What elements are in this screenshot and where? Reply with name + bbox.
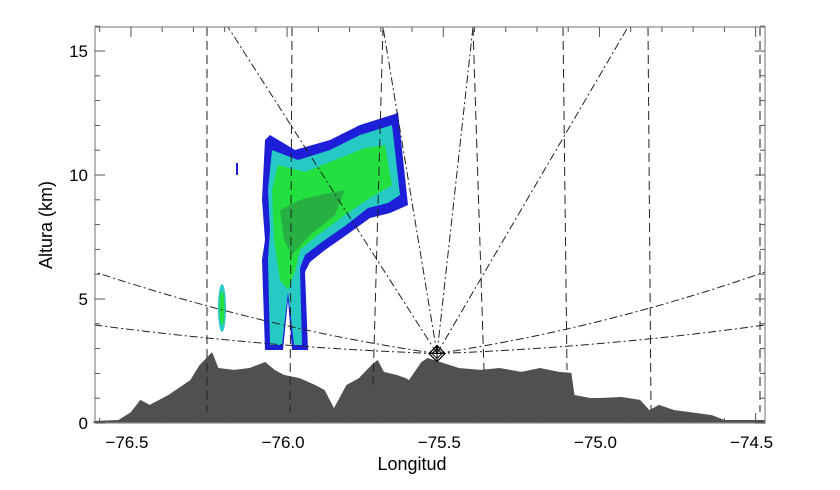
beam-elevation-arc <box>437 324 766 355</box>
y-axis-label: Altura (km) <box>36 181 56 269</box>
beam-elevation-arc <box>94 271 438 355</box>
beam-guide-lines <box>94 26 766 413</box>
range-ring-line <box>647 26 652 411</box>
reflectivity-echo <box>218 112 408 350</box>
beam-elevation-arc <box>94 324 438 355</box>
echo-fragment <box>236 163 238 175</box>
beam-ray <box>436 26 474 354</box>
y-tick-label: 10 <box>69 166 88 185</box>
y-tick-label: 5 <box>79 290 88 309</box>
axes <box>94 25 766 424</box>
echo-dense <box>280 190 345 255</box>
y-tick-label: 15 <box>69 42 88 61</box>
echo-core <box>272 145 392 290</box>
x-tick-label: −75.0 <box>574 433 617 452</box>
terrain-area <box>93 352 765 423</box>
beam-elevation-arc <box>436 271 766 355</box>
x-tick-label: −76.5 <box>105 433 148 452</box>
range-ring-line <box>372 26 384 386</box>
range-ring-line <box>289 26 293 413</box>
echo-small-cell-core <box>219 291 225 325</box>
y-tick-label: 0 <box>79 414 88 433</box>
beam-ray <box>227 26 438 354</box>
x-axis-label: Longitud <box>377 454 446 474</box>
radar-site-marker <box>428 344 446 363</box>
range-ring-line <box>562 26 568 371</box>
beam-ray <box>436 26 629 354</box>
terrain-profile <box>93 352 765 423</box>
x-tick-label: −76.0 <box>262 433 305 452</box>
range-ring-line <box>472 26 485 371</box>
beam-ray <box>382 26 438 354</box>
tick-labels: −76.5 −76.0 −75.5 −75.0 −74.5 0 5 10 15 <box>69 42 773 452</box>
x-tick-label: −75.5 <box>418 433 461 452</box>
x-tick-label: −74.5 <box>730 433 773 452</box>
